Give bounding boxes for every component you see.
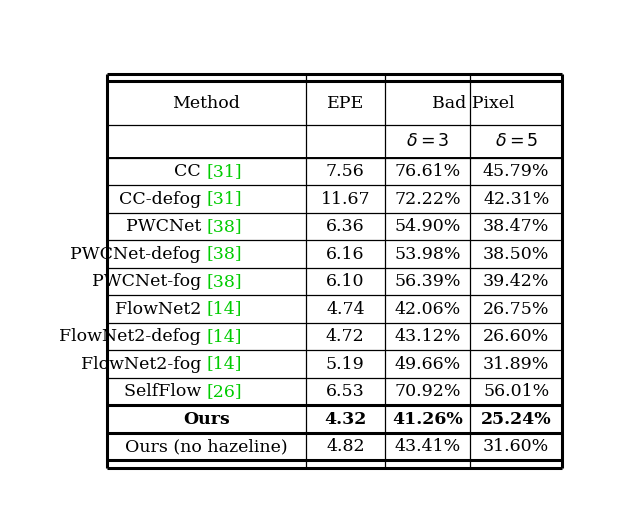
Text: 56.01%: 56.01% (483, 383, 549, 400)
Text: Ours (no hazeline): Ours (no hazeline) (125, 438, 288, 455)
Text: SelfFlow: SelfFlow (124, 383, 207, 400)
Text: 43.41%: 43.41% (395, 438, 461, 455)
Text: PWCNet-defog: PWCNet-defog (70, 245, 207, 262)
Text: 39.42%: 39.42% (483, 273, 550, 290)
Text: 43.12%: 43.12% (394, 328, 461, 345)
Text: [31]: [31] (207, 163, 242, 180)
Text: [14]: [14] (207, 328, 242, 345)
Text: 6.16: 6.16 (326, 245, 365, 262)
Text: 56.39%: 56.39% (394, 273, 461, 290)
Text: $\delta = 3$: $\delta = 3$ (406, 133, 449, 150)
Text: 4.74: 4.74 (326, 301, 365, 318)
Text: Ours: Ours (183, 410, 230, 427)
Text: 38.47%: 38.47% (483, 218, 549, 235)
Text: Bad Pixel: Bad Pixel (433, 95, 515, 112)
Text: 6.53: 6.53 (326, 383, 365, 400)
Text: $\delta = 5$: $\delta = 5$ (495, 133, 538, 150)
Text: FlowNet2-defog: FlowNet2-defog (60, 328, 207, 345)
Text: CC: CC (174, 163, 207, 180)
Text: 26.75%: 26.75% (483, 301, 550, 318)
Text: 11.67: 11.67 (321, 191, 370, 208)
Text: 70.92%: 70.92% (394, 383, 461, 400)
Text: 42.06%: 42.06% (395, 301, 461, 318)
Text: 31.60%: 31.60% (483, 438, 549, 455)
Text: 38.50%: 38.50% (483, 245, 549, 262)
Text: [14]: [14] (207, 356, 242, 373)
Text: 31.89%: 31.89% (483, 356, 549, 373)
Text: 6.10: 6.10 (326, 273, 365, 290)
Text: 42.31%: 42.31% (483, 191, 549, 208)
Text: 53.98%: 53.98% (394, 245, 461, 262)
Text: 76.61%: 76.61% (395, 163, 461, 180)
Text: [38]: [38] (207, 245, 242, 262)
Text: 5.19: 5.19 (326, 356, 365, 373)
Text: FlowNet2: FlowNet2 (115, 301, 207, 318)
Text: 72.22%: 72.22% (394, 191, 461, 208)
Text: 4.72: 4.72 (326, 328, 365, 345)
Text: PWCNet-fog: PWCNet-fog (92, 273, 207, 290)
Text: CC-defog: CC-defog (119, 191, 207, 208)
Text: FlowNet2-fog: FlowNet2-fog (81, 356, 207, 373)
Text: [26]: [26] (207, 383, 242, 400)
Text: 25.24%: 25.24% (481, 410, 552, 427)
Text: 41.26%: 41.26% (392, 410, 463, 427)
Text: 6.36: 6.36 (326, 218, 365, 235)
Text: EPE: EPE (327, 95, 364, 112)
Text: [38]: [38] (207, 273, 242, 290)
Text: 26.60%: 26.60% (483, 328, 549, 345)
Text: 4.82: 4.82 (326, 438, 365, 455)
Text: [14]: [14] (207, 301, 242, 318)
Text: [31]: [31] (207, 191, 242, 208)
Text: 54.90%: 54.90% (394, 218, 461, 235)
Text: 49.66%: 49.66% (395, 356, 461, 373)
Text: Method: Method (173, 95, 241, 112)
Text: [38]: [38] (207, 218, 242, 235)
Text: 4.32: 4.32 (324, 410, 367, 427)
Text: PWCNet: PWCNet (125, 218, 207, 235)
Text: 45.79%: 45.79% (483, 163, 550, 180)
Text: 7.56: 7.56 (326, 163, 365, 180)
